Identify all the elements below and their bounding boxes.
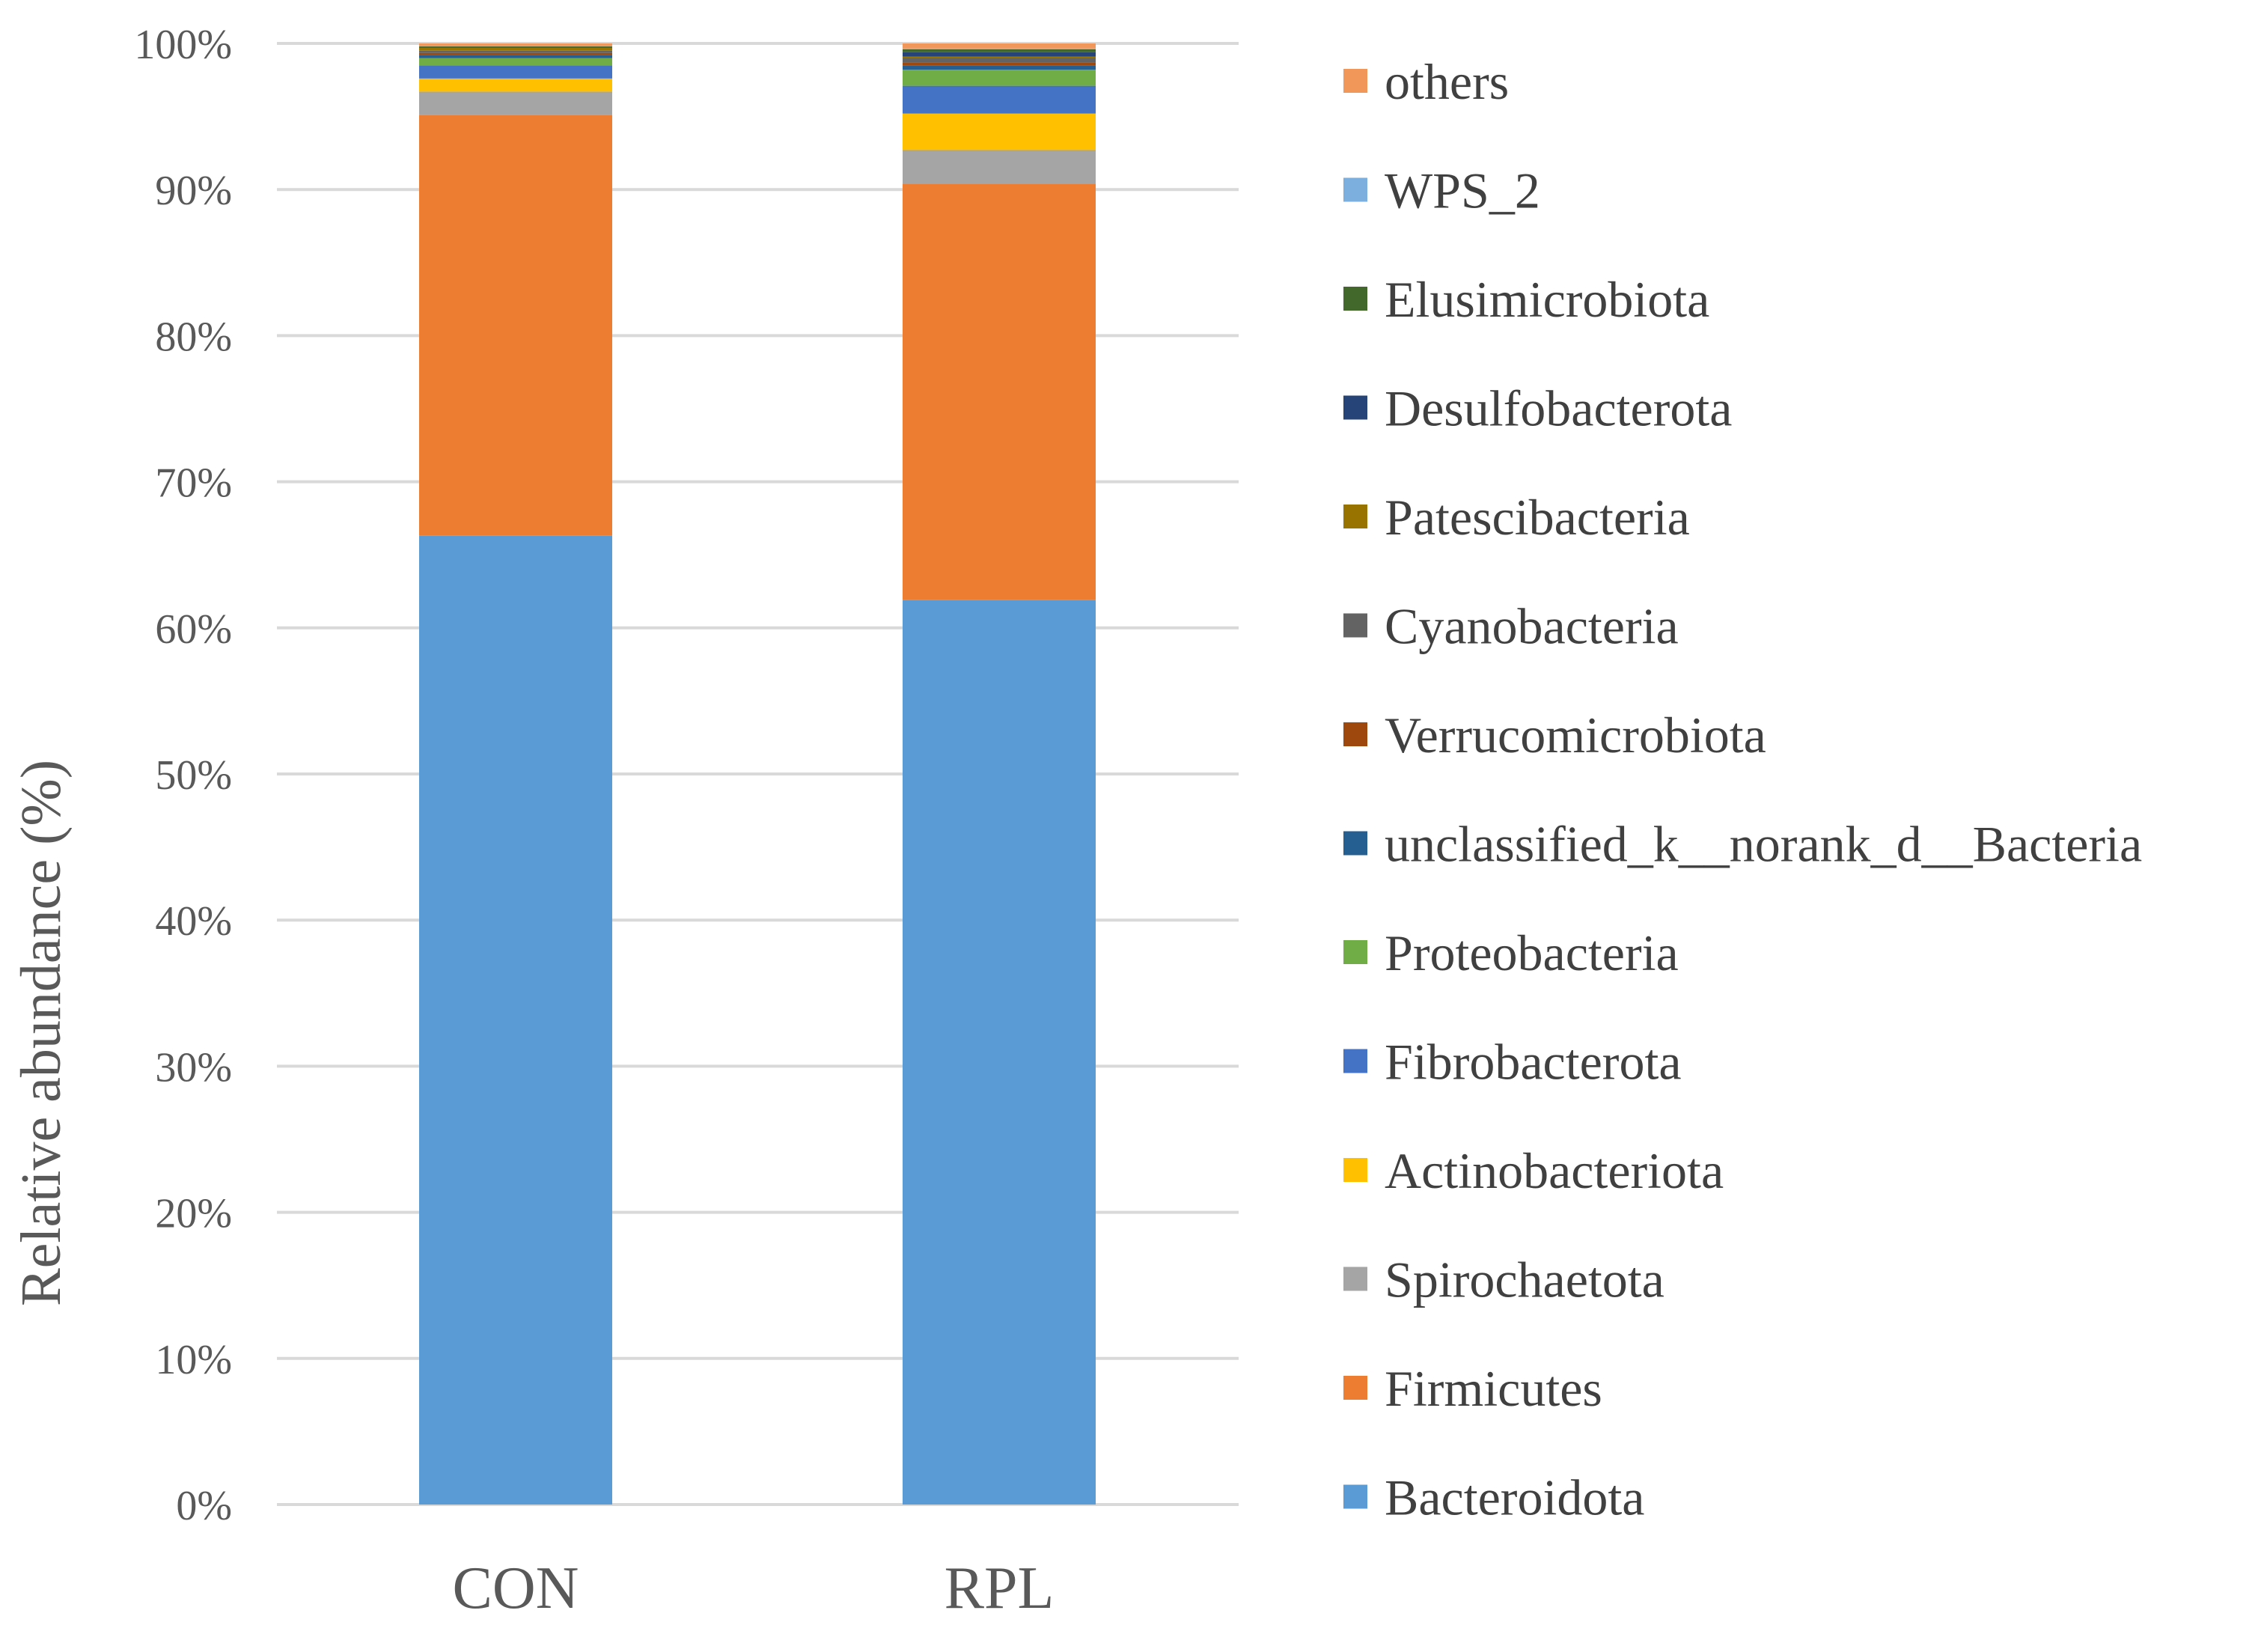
legend-swatch — [1343, 1158, 1367, 1182]
y-tick-label: 70% — [155, 460, 232, 507]
legend-swatch — [1343, 722, 1367, 746]
y-tick-label: 10% — [155, 1337, 232, 1383]
x-category-label: RPL — [945, 1555, 1055, 1621]
bar-segment-elusimicrobiota-rpl — [903, 49, 1096, 52]
legend-label: Desulfobacterota — [1385, 380, 1732, 437]
bar-segment-bacteroidota-rpl — [903, 600, 1096, 1505]
bar-segment-proteobacteria-rpl — [903, 70, 1096, 86]
legend-swatch — [1343, 1049, 1367, 1073]
legend-label: Firmicutes — [1385, 1360, 1602, 1417]
legend-swatch — [1343, 1484, 1367, 1509]
y-tick-label: 0% — [176, 1483, 232, 1529]
legend-swatch — [1343, 1267, 1367, 1291]
bar-segment-verrucomicrobiota-rpl — [903, 62, 1096, 66]
legend-label: Verrucomicrobiota — [1385, 707, 1766, 763]
bar-segment-actinobacteriota-rpl — [903, 113, 1096, 150]
bar-segment-proteobacteria-con — [419, 58, 612, 66]
legend-label: WPS_2 — [1385, 162, 1540, 219]
legend-swatch — [1343, 831, 1367, 856]
bar-segment-verrucomicrobiota-con — [419, 52, 612, 55]
bar-segment-spirochaetota-con — [419, 91, 612, 115]
legend-swatch — [1343, 940, 1367, 964]
y-tick-label: 80% — [155, 314, 232, 360]
bar-segment-spirochaetota-rpl — [903, 150, 1096, 184]
bar-segment-others-rpl — [903, 43, 1096, 49]
y-tick-label: 60% — [155, 606, 232, 653]
bar-segment-patescibacteria-rpl — [903, 56, 1096, 58]
y-axis-ticks: 0% 10% 20% 30% 40% 50% 60% 70% 80% 90% 100% — [134, 22, 232, 1529]
legend-label: Patescibacteria — [1385, 489, 1690, 546]
y-axis-title: Relative abundance (%) — [10, 760, 73, 1306]
legend-label: Spirochaetota — [1385, 1252, 1664, 1308]
legend-swatch — [1343, 613, 1367, 638]
bar-segment-unclassified-k-norank-d-bacteria-rpl — [903, 65, 1096, 70]
x-axis-labels: CON RPL — [453, 1555, 1055, 1621]
legend-swatch — [1343, 395, 1367, 420]
bar-segment-unclassified-k-norank-d-bacteria-con — [419, 55, 612, 58]
y-tick-label: 50% — [155, 752, 232, 799]
bar-segment-desulfobacterota-rpl — [903, 52, 1096, 57]
bar-segment-actinobacteriota-con — [419, 78, 612, 92]
legend-swatch — [1343, 505, 1367, 528]
x-category-label: CON — [453, 1555, 579, 1621]
y-tick-label: 100% — [134, 22, 232, 68]
bar-segment-bacteroidota-con — [419, 535, 612, 1505]
bar-segment-firmicutes-con — [419, 115, 612, 536]
bar-segment-patescibacteria-con — [419, 47, 612, 51]
legend-swatch — [1343, 1376, 1367, 1400]
bar-segment-fibrobacterota-rpl — [903, 85, 1096, 114]
legend: others WPS_2 Elusimicrobiota Desulfobactero… — [1343, 53, 2142, 1526]
y-tick-label: 30% — [155, 1044, 232, 1091]
bar-segment-others-con — [419, 43, 612, 46]
legend-label: Actinobacteriota — [1385, 1142, 1724, 1199]
bar-segment-elusimicrobiota-con — [419, 46, 612, 47]
legend-swatch — [1343, 287, 1367, 311]
bars — [419, 43, 1096, 1505]
bar-segment-firmicutes-rpl — [903, 183, 1096, 600]
y-tick-label: 90% — [155, 168, 232, 214]
legend-label: Proteobacteria — [1385, 924, 1679, 981]
legend-label: others — [1385, 53, 1509, 110]
bar-segment-cyanobacteria-con — [419, 50, 612, 53]
legend-label: Fibrobacterota — [1385, 1034, 1682, 1091]
legend-label: Elusimicrobiota — [1385, 271, 1709, 328]
legend-label: Cyanobacteria — [1385, 598, 1679, 655]
y-tick-label: 40% — [155, 898, 232, 945]
bar-segment-cyanobacteria-rpl — [903, 58, 1096, 63]
legend-label: Bacteroidota — [1385, 1469, 1644, 1526]
legend-swatch — [1343, 177, 1367, 202]
legend-label: unclassified_k__norank_d__Bacteria — [1385, 816, 2142, 873]
bar-segment-desulfobacterota-con — [419, 46, 612, 48]
y-tick-label: 20% — [155, 1191, 232, 1237]
legend-swatch — [1343, 69, 1367, 93]
bar-segment-fibrobacterota-con — [419, 65, 612, 79]
